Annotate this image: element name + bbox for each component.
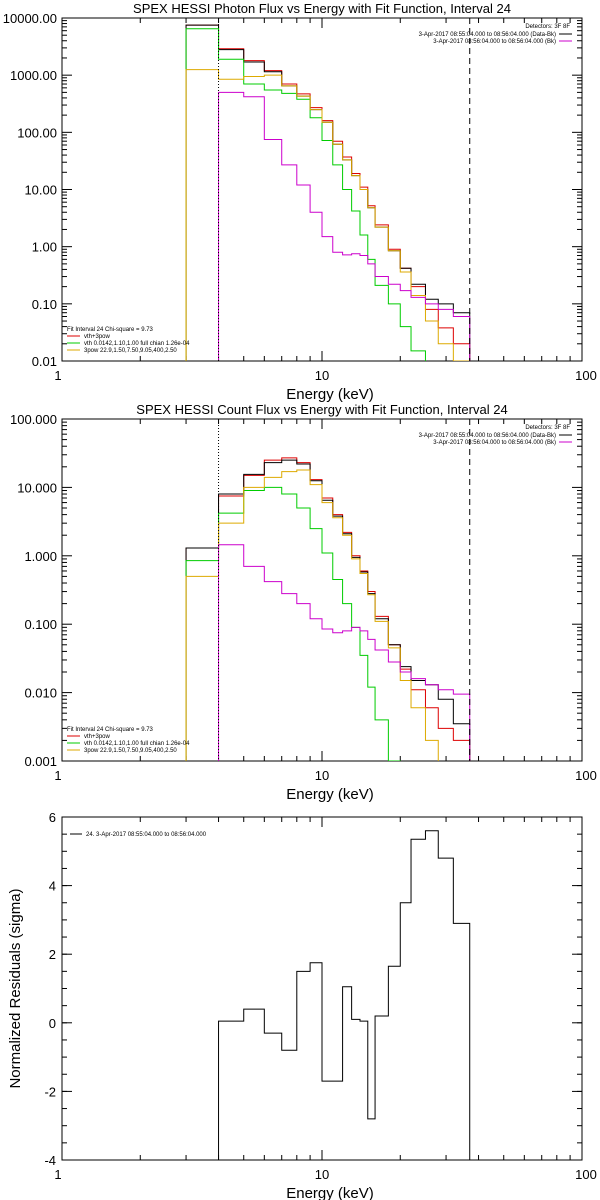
y-tick-label: 100.00 [17,125,57,140]
series-trace-1 [185,24,471,361]
chart-title: SPEX HESSI Count Flux vs Energy with Fit… [136,402,507,417]
info-header: Detectors: 3F 8F [525,24,570,30]
legend-entry: vth 0.0142,1.10,1.00 full chian 1.26e-04 [84,341,190,347]
info-line: 3-Apr-2017 08:55:04.000 to 08:56:04.000 … [419,32,556,38]
x-axis-label: Energy (keV) [286,1185,374,1200]
y-tick-label: 2 [49,947,56,962]
series-trace-1 [218,830,471,1160]
series-trace-4 [185,469,439,761]
legend-entry: vth+3pow [84,734,111,740]
info-line: 3-Apr-2017 08:56:04.000 to 08:56:04.000 … [433,39,556,45]
legend-entry: 3pow 22.9,1.50,7.50,9.05,400,2.50 [84,348,177,354]
y-tick-label: 10000.00 [3,11,57,26]
x-tick-label: 1 [54,1167,61,1182]
y-tick-label: 0.01 [32,354,57,369]
plot-area [185,18,471,361]
x-tick-label: 1 [54,768,61,783]
y-tick-label: 0.100 [24,617,57,632]
y-tick-label: 10.00 [24,183,57,198]
legend-entry: Fit Interval 24 Chi-square = 9.73 [67,327,154,333]
plot-area [218,830,471,1160]
plot-frame [61,17,583,362]
y-tick-label: 1.000 [24,549,57,564]
series-trace-5 [218,91,471,361]
plot-frame [61,418,583,762]
chart-title: SPEX HESSI Photon Flux vs Energy with Fi… [133,1,511,16]
legend-entry: Fit Interval 24 Chi-square = 9.73 [67,727,154,733]
series-trace-2 [185,459,471,761]
x-tick-label: 10 [315,1167,329,1182]
legend-entry: vth 0.0142,1.10,1.00 full chian 1.26e-04 [84,741,190,747]
legend-entry: vth+3pow [84,334,111,340]
series-trace-5 [218,544,471,761]
info-header: Detectors: 3F 8F [525,425,570,431]
series-trace-4 [185,69,471,361]
x-tick-label: 10 [315,368,329,383]
x-tick-label: 1 [54,368,61,383]
y-tick-label: 0 [49,1016,56,1031]
x-axis-label: Energy (keV) [286,386,374,403]
y-tick-label: 6 [49,810,56,825]
series-trace-3 [185,28,426,361]
legend-entry: 24. 3-Apr-2017 08:55:04.000 to 08:56:04.… [86,832,207,838]
y-tick-label: 100.000 [10,412,57,427]
chart-panel-3: 1 10 100 -4 -2 0 2 4 6 Energy (keV) Normalized Res… [7,810,597,1200]
y-tick-label: 0.10 [32,297,57,312]
y-tick-label: -4 [44,1153,56,1168]
y-tick-label: 1000.00 [10,68,57,83]
x-tick-label: 100 [575,1167,597,1182]
info-line: 3-Apr-2017 08:56:04.000 to 08:56:04.000 … [433,440,556,446]
x-tick-label: 10 [315,768,329,783]
series-trace-1 [185,457,471,761]
y-tick-label: -2 [44,1084,56,1099]
info-line: 3-Apr-2017 08:55:04.000 to 08:56:04.000 … [419,433,556,439]
x-axis-label: Energy (keV) [286,786,374,803]
y-tick-label: 1.00 [32,240,57,255]
chart-panel-1: SPEX HESSI Photon Flux vs Energy with Fi… [3,1,597,403]
y-tick-label: 0.001 [24,754,57,769]
legend-entry: 3pow 22.9,1.50,7.50,9.05,400,2.50 [84,748,177,754]
series-trace-3 [185,486,401,761]
y-tick-label: 10.000 [17,480,57,495]
y-tick-label: 4 [49,879,56,894]
series-trace-2 [185,24,471,361]
x-tick-label: 100 [575,368,597,383]
plot-area [185,419,471,761]
x-tick-label: 100 [575,768,597,783]
y-axis-label: Normalized Residuals (sigma) [7,888,24,1088]
y-tick-label: 0.010 [24,686,57,701]
chart-panel-2: SPEX HESSI Count Flux vs Energy with Fit… [10,402,597,803]
